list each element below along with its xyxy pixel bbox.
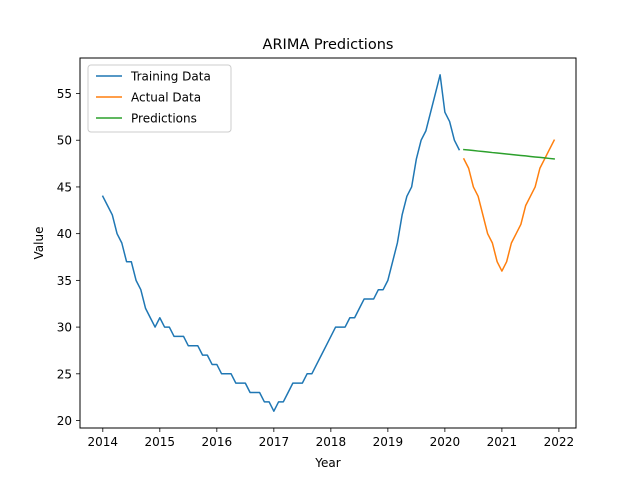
series-layer bbox=[101, 74, 556, 412]
legend: Training Data Actual Data Predictions bbox=[87, 64, 232, 133]
y-tick-label: 50 bbox=[57, 134, 72, 148]
chart-title: ARIMA Predictions bbox=[263, 37, 394, 53]
y-tick-label: 40 bbox=[57, 227, 72, 241]
x-tick-label: 2014 bbox=[88, 435, 119, 449]
plot-area-frame bbox=[79, 57, 577, 429]
x-axis-label: Year bbox=[314, 456, 340, 470]
x-tick-label: 2019 bbox=[373, 435, 404, 449]
y-tick-label: 25 bbox=[57, 367, 72, 381]
y-tick-label: 45 bbox=[57, 180, 72, 194]
series-line-3 bbox=[463, 148, 555, 160]
y-tick-label: 30 bbox=[57, 321, 72, 335]
y-axis-label: Value bbox=[32, 227, 46, 260]
series-line-2 bbox=[462, 139, 556, 272]
ticks-layer: 2014 2015 2016 2017 2018 2019 2020 2021 2022 20 25… bbox=[57, 87, 574, 449]
y-tick-label: 35 bbox=[57, 274, 72, 288]
legend-label-2: Actual Data bbox=[131, 91, 201, 105]
series-line-1 bbox=[101, 74, 461, 412]
x-tick-label: 2021 bbox=[487, 435, 518, 449]
y-tick-label: 55 bbox=[57, 87, 72, 101]
legend-label-1: Training Data bbox=[130, 70, 211, 84]
legend-label-3: Predictions bbox=[131, 112, 197, 126]
legend-box bbox=[87, 64, 232, 133]
x-tick-label: 2020 bbox=[430, 435, 461, 449]
x-tick-label: 2017 bbox=[259, 435, 290, 449]
x-tick-label: 2015 bbox=[145, 435, 176, 449]
x-tick-label: 2016 bbox=[202, 435, 233, 449]
x-tick-label: 2022 bbox=[544, 435, 575, 449]
y-tick-label: 20 bbox=[57, 414, 72, 428]
x-tick-label: 2018 bbox=[316, 435, 347, 449]
